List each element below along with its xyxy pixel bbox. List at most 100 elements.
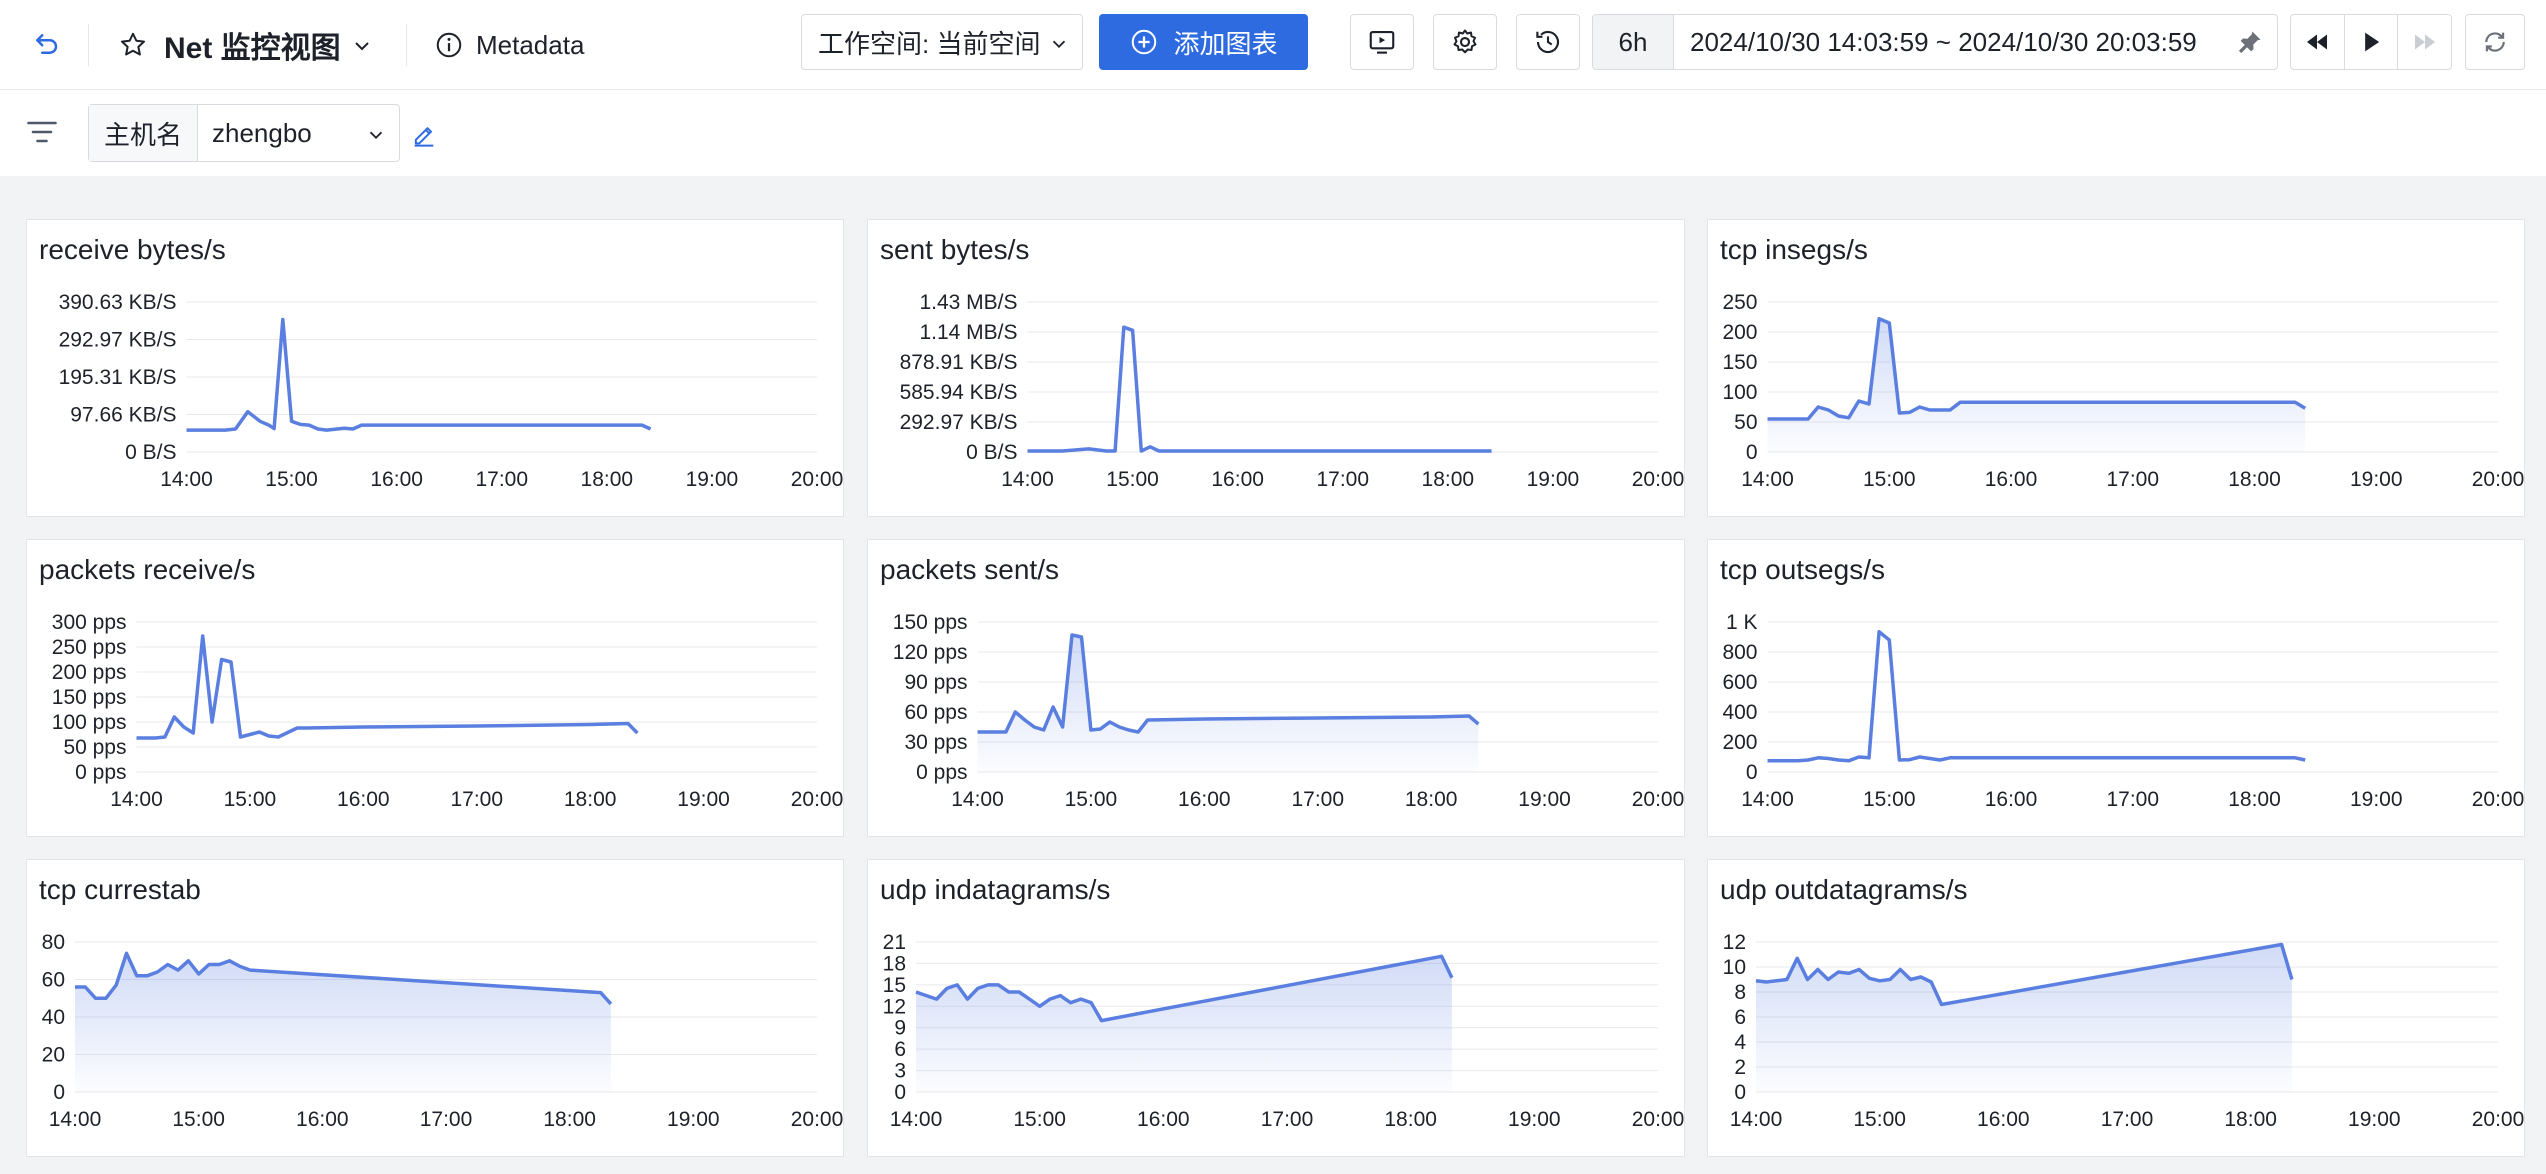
chart-panel[interactable]: packets receive/s 0 pps 50 pps 100 pps 150 p… [26,539,844,837]
x-tick-label: 18:00 [1405,788,1458,811]
x-tick-label: 19:00 [1527,468,1580,491]
y-tick-label: 120 pps [893,641,968,664]
chart-title: packets receive/s [39,554,256,585]
back-icon[interactable] [24,22,68,66]
history-button[interactable] [1516,14,1580,70]
filter-icon[interactable] [24,110,64,154]
y-tick-label: 0 pps [75,761,126,784]
x-tick-label: 15:00 [224,788,277,811]
y-tick-label: 50 pps [63,736,126,759]
chart-title: tcp insegs/s [1720,234,1868,265]
presentation-mode-button[interactable] [1350,14,1414,70]
x-tick-label: 18:00 [2224,1108,2277,1131]
chart-panel[interactable]: receive bytes/s 0 B/S 97.66 KB/S 195.31 KB/… [26,219,844,517]
chevron-down-icon[interactable] [350,28,380,64]
x-tick-label: 17:00 [1261,1108,1314,1131]
x-tick-label: 19:00 [677,788,730,811]
y-tick-label: 1.43 MB/S [919,291,1017,314]
history-icon [1533,27,1563,57]
time-range-text[interactable]: 2024/10/30 14:03:59 ~ 2024/10/30 20:03:5… [1690,26,2197,57]
chart-title: tcp currestab [39,874,201,905]
y-tick-label: 100 pps [52,711,127,734]
x-tick-label: 16:00 [370,468,423,491]
refresh-button[interactable] [2465,14,2525,70]
series-line [1755,942,2294,1007]
y-tick-label: 390.63 KB/S [59,291,177,314]
x-tick-label: 14:00 [1001,468,1054,491]
chart-title: tcp outsegs/s [1720,554,1885,585]
x-tick-label: 18:00 [1422,468,1475,491]
x-tick-label: 16:00 [1137,1108,1190,1131]
chart-panel[interactable]: tcp currestab 0 20 40 60 80 14:00 15:00 16:00 17:… [26,859,844,1157]
x-tick-label: 14:00 [160,468,213,491]
play-icon[interactable] [2345,15,2399,69]
star-icon[interactable] [118,24,154,66]
x-tick-label: 17:00 [1291,788,1344,811]
hostname-filter[interactable]: 主机名 zhengbo [88,104,400,162]
y-tick-label: 0 [894,1081,906,1104]
x-tick-label: 18:00 [2228,468,2281,491]
y-tick-label: 800 [1722,641,1757,664]
line-chart: 0 pps 30 pps 60 pps 90 pps 120 pps 150 pps 14:… [893,611,1685,811]
y-tick-label: 150 pps [893,611,968,634]
chart-panel[interactable]: packets sent/s 0 pps 30 pps 60 pps 90 pps 120… [867,539,1685,837]
chart-panel[interactable]: sent bytes/s 0 B/S 292.97 KB/S 585.94 KB/S 8… [867,219,1685,517]
y-tick-label: 9 [894,1017,906,1040]
x-tick-label: 16:00 [1985,788,2038,811]
rewind-icon[interactable] [2291,15,2345,69]
x-tick-label: 19:00 [667,1108,720,1131]
series-line [186,317,652,432]
y-tick-label: 150 [1722,351,1757,374]
add-chart-label: 添加图表 [1173,28,1278,59]
series-line [136,634,639,740]
hostname-filter-value: zhengbo [212,117,312,148]
y-tick-label: 18 [883,952,906,975]
y-tick-label: 100 [1722,381,1757,404]
series-line [1027,325,1492,453]
x-tick-label: 18:00 [2228,788,2281,811]
y-tick-label: 50 [1734,411,1757,434]
chart-panel[interactable]: tcp outsegs/s 0 200 400 600 800 1 K 14:00 15:00 1… [1707,539,2525,837]
series-area [977,635,1479,772]
series-line [75,951,613,1006]
dashboard-title: Net 监控视图 [164,32,341,65]
settings-button[interactable] [1433,14,1497,70]
pin-icon[interactable] [2223,15,2277,69]
y-tick-label: 0 [1746,761,1758,784]
x-tick-label: 18:00 [564,788,617,811]
x-tick-label: 20:00 [1632,788,1685,811]
metadata-button[interactable]: Metadata [434,24,584,66]
series-area [1756,944,2292,1092]
series-line [1767,630,2306,763]
fast-forward-icon[interactable] [2398,15,2451,69]
x-tick-label: 18:00 [543,1108,596,1131]
y-tick-label: 30 pps [904,731,967,754]
gear-icon [1450,27,1480,57]
x-tick-label: 14:00 [1741,468,1794,491]
series-area [1767,318,2306,452]
y-tick-label: 0 [1734,1081,1746,1104]
x-tick-label: 15:00 [1853,1108,1906,1131]
line-chart: 0 B/S 292.97 KB/S 585.94 KB/S 878.91 KB/S 1.… [900,291,1685,491]
y-tick-label: 4 [1734,1031,1746,1054]
x-tick-label: 18:00 [581,468,634,491]
chevron-down-icon [1048,31,1070,62]
y-tick-label: 2 [1734,1056,1746,1079]
workspace-select[interactable]: 工作空间: 当前空间 [801,14,1083,70]
y-tick-label: 20 [42,1044,65,1067]
series-area [75,953,611,1092]
series-line [1767,317,2307,421]
chart-title: receive bytes/s [39,234,226,265]
time-range-picker[interactable]: 6h 2024/10/30 14:03:59 ~ 2024/10/30 20:0… [1592,14,2278,70]
edit-icon[interactable] [410,114,446,154]
chart-panel[interactable]: tcp insegs/s 0 50 100 150 200 250 14:00 15:00 16:… [1707,219,2525,517]
add-chart-button[interactable]: 添加图表 [1099,14,1308,70]
y-tick-label: 878.91 KB/S [900,351,1018,374]
y-tick-label: 292.97 KB/S [900,411,1018,434]
quick-range-6h[interactable]: 6h [1593,15,1674,69]
chart-panel[interactable]: udp indatagrams/s 0 3 6 9 12 15 18 21 14:00 15:00 1… [867,859,1685,1157]
x-tick-label: 20:00 [2472,1108,2525,1131]
y-tick-label: 97.66 KB/S [70,404,176,427]
chart-panel[interactable]: udp outdatagrams/s 0 2 4 6 8 10 12 14:00 15:00 16:… [1707,859,2525,1157]
